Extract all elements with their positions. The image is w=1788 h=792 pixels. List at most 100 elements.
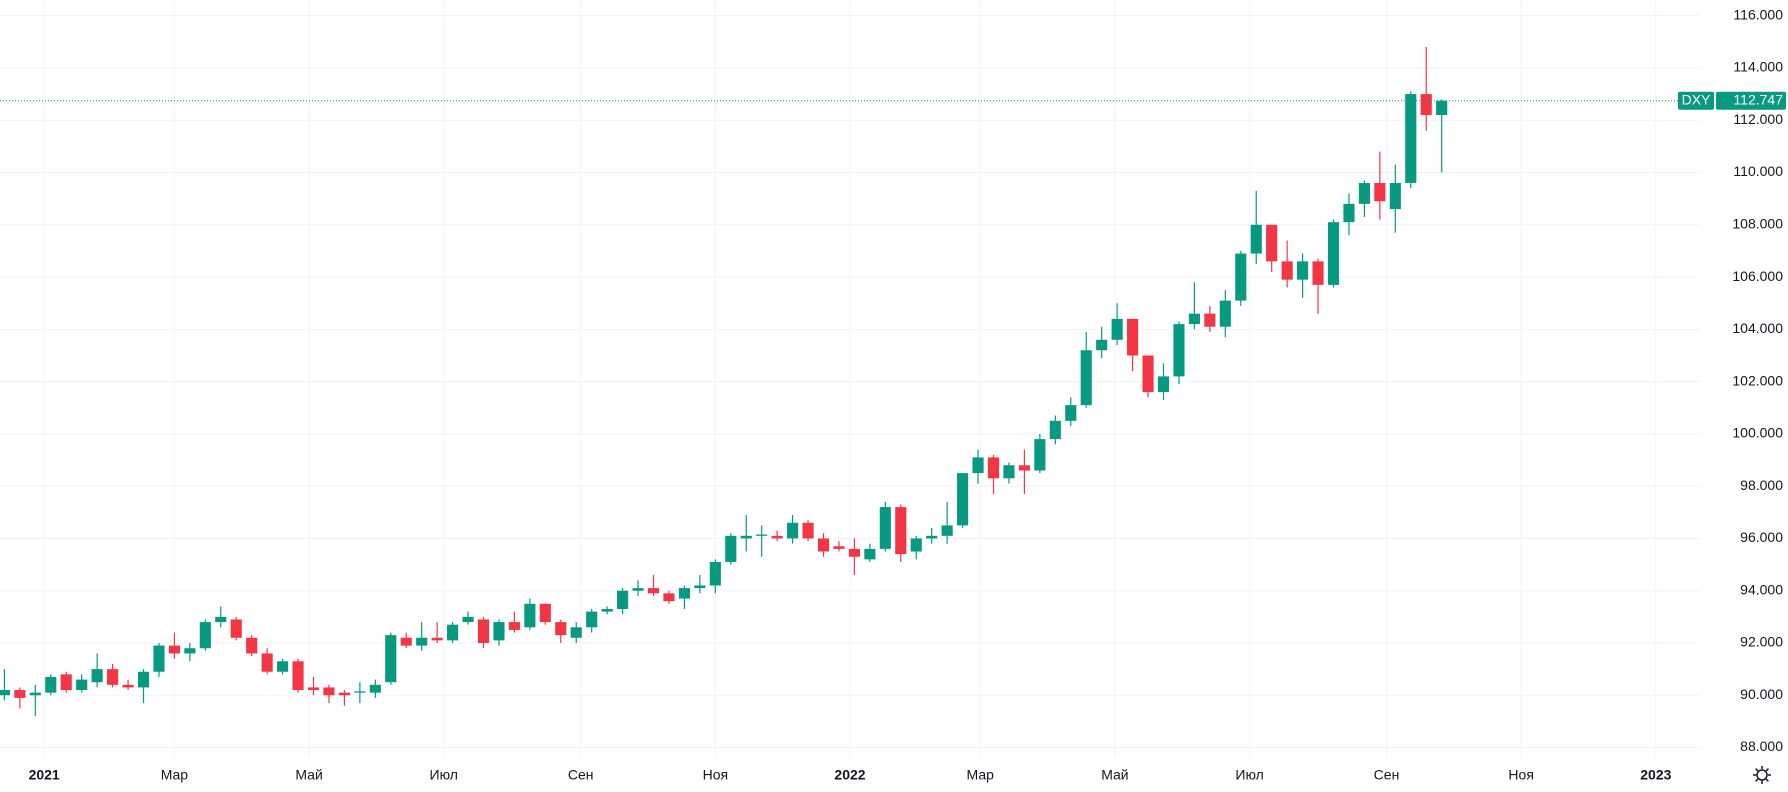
candle-body	[771, 535, 783, 539]
candle-body	[1188, 313, 1200, 325]
candle-body	[230, 619, 242, 638]
y-tick-label: 114.000	[1733, 59, 1783, 75]
candle-body	[199, 622, 211, 649]
x-tick-label: 2023	[1640, 767, 1671, 783]
x-tick-label: 2021	[29, 767, 60, 783]
x-tick-label: Сен	[1374, 767, 1400, 783]
candle-body	[369, 684, 381, 693]
candle-body	[1405, 94, 1417, 183]
candle-body	[261, 653, 273, 672]
candle-body	[1358, 182, 1370, 204]
candle-body	[246, 637, 258, 654]
candle-body	[756, 534, 768, 536]
candle-body	[29, 692, 41, 696]
candle-body	[802, 522, 814, 539]
y-tick-label: 106.000	[1732, 268, 1783, 284]
candle-body	[137, 671, 150, 688]
candle-body	[462, 616, 474, 623]
candle-body	[910, 538, 922, 552]
grid	[0, 0, 1700, 758]
candle-body	[1142, 355, 1154, 393]
x-tick-label: Мар	[967, 767, 995, 783]
y-tick-label: 98.000	[1740, 477, 1783, 493]
candle-body	[1065, 405, 1077, 421]
candle-body	[400, 637, 412, 646]
x-tick-label: Ноя	[1508, 767, 1533, 783]
candle-body	[1312, 261, 1324, 285]
candle-body	[725, 535, 737, 562]
x-tick-label: Ноя	[703, 767, 728, 783]
x-tick-label: Май	[1101, 767, 1128, 783]
candle-body	[1034, 439, 1046, 471]
candle-body	[1389, 182, 1401, 210]
candle-body	[91, 669, 103, 683]
candle-body	[0, 690, 10, 696]
candle-body	[1096, 339, 1108, 351]
candle-body	[957, 473, 969, 526]
candle-body	[1157, 376, 1170, 393]
y-tick-label: 100.000	[1732, 425, 1783, 441]
candle-body	[107, 669, 119, 685]
candle-body	[570, 627, 582, 638]
candle-body	[1235, 253, 1247, 301]
candle-body	[647, 588, 660, 594]
candle-body	[555, 622, 567, 636]
candle-body	[14, 690, 26, 698]
y-tick-label: 96.000	[1740, 529, 1783, 545]
y-tick-label: 88.000	[1740, 738, 1783, 754]
x-tick-label: Июл	[430, 767, 458, 783]
candle-body	[817, 538, 830, 552]
candle-body	[215, 616, 227, 623]
symbol-label: DXY	[1682, 91, 1711, 107]
candle-body	[1281, 261, 1293, 280]
candle-body	[60, 674, 72, 691]
candle-body	[1250, 224, 1262, 254]
candle-body	[524, 603, 536, 628]
candle-body	[1327, 222, 1340, 285]
candle-body	[833, 546, 845, 549]
x-tick-label: Мар	[161, 767, 189, 783]
candle-body	[740, 535, 752, 539]
x-tick-label: Сен	[568, 767, 594, 783]
candle-body	[307, 687, 320, 691]
candle-body	[709, 561, 721, 586]
candle-body	[1127, 318, 1139, 356]
y-tick-label: 110.000	[1733, 163, 1783, 179]
y-tick-label: 92.000	[1740, 634, 1783, 650]
candle-body	[1018, 465, 1030, 471]
candle-body	[184, 648, 196, 654]
candle-body	[1204, 313, 1216, 327]
candle-body	[153, 645, 165, 672]
candle-body	[663, 593, 675, 602]
candle-body	[508, 622, 520, 630]
y-tick-label: 94.000	[1740, 581, 1783, 597]
candle-body	[1173, 324, 1185, 377]
candle-body	[1436, 100, 1448, 116]
candle-body	[1266, 224, 1278, 262]
settings-icon[interactable]	[1753, 766, 1771, 784]
candle-body	[354, 691, 366, 693]
candle-body	[586, 611, 598, 628]
candle-body	[1080, 350, 1092, 406]
x-tick-label: Июл	[1235, 767, 1263, 783]
candle-body	[848, 548, 860, 557]
candle-body	[1049, 420, 1061, 440]
candle-body	[323, 687, 335, 696]
candle-body	[416, 637, 428, 646]
x-tick-label: 2022	[834, 767, 865, 783]
candle-body	[987, 457, 1000, 479]
candle-body	[447, 624, 459, 641]
price-badge	[1716, 91, 1786, 110]
y-tick-label: 90.000	[1740, 686, 1783, 702]
candle-body	[1420, 94, 1432, 116]
y-tick-label: 102.000	[1732, 372, 1783, 388]
y-tick-label: 104.000	[1732, 320, 1783, 336]
candle-body	[601, 609, 613, 612]
candle-body	[338, 692, 350, 696]
candle-body	[941, 525, 953, 536]
y-tick-label: 116.000	[1733, 6, 1783, 22]
candle-body	[76, 679, 88, 691]
candle-body	[694, 585, 706, 589]
y-tick-label: 112.000	[1733, 111, 1783, 127]
